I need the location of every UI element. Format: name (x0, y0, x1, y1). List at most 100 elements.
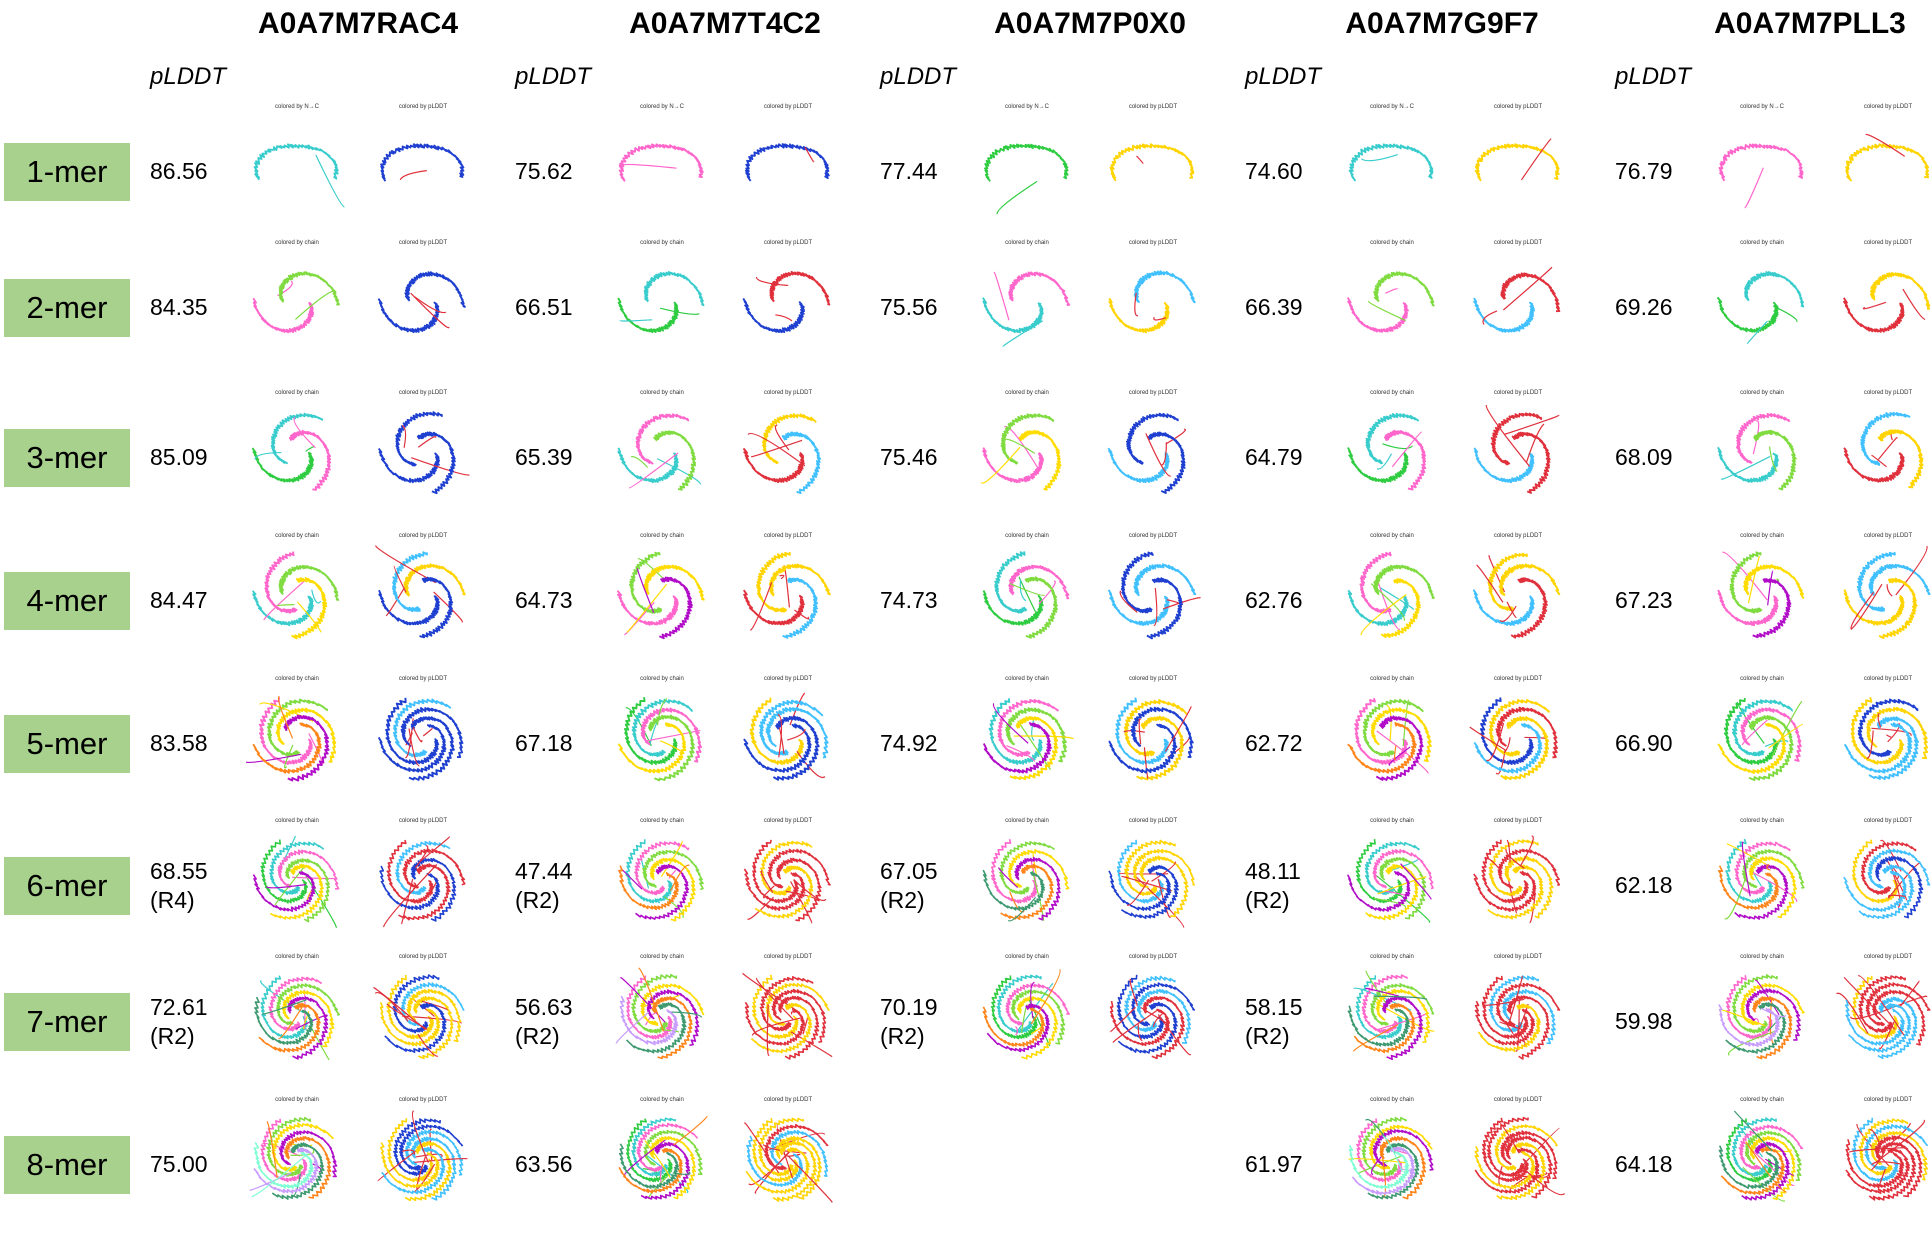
chain-trace (1718, 1145, 1779, 1189)
loop-trace (1499, 605, 1517, 622)
panel-caption: colored by chain (275, 954, 319, 960)
chain-trace (1347, 589, 1409, 627)
plddt-trace (379, 1001, 441, 1047)
loop-trace (417, 435, 437, 448)
loop-trace (619, 319, 653, 322)
chain-trace (1753, 429, 1797, 491)
protein-structure (377, 697, 464, 781)
loop-trace (1768, 446, 1778, 472)
chain-trace (260, 839, 309, 904)
loop-trace (1030, 969, 1061, 1025)
panel-caption: colored by N→C (1739, 104, 1784, 110)
protein-structure (254, 975, 340, 1061)
loop-trace (277, 695, 294, 739)
loop-trace (673, 1115, 708, 1146)
plddt-trace (1494, 1124, 1558, 1171)
protein-structure (1843, 545, 1931, 640)
loop-trace (749, 582, 773, 631)
chain-trace (1744, 271, 1805, 308)
loop-trace (374, 545, 437, 584)
structure-panel-chain: colored by chain (1707, 676, 1815, 816)
structure-panel-chain: colored by N→C (972, 104, 1080, 244)
plddt-trace (1502, 988, 1556, 1045)
structure-panel-chain: colored by chain (242, 240, 350, 380)
chain-trace (1361, 1116, 1407, 1177)
protein-structure (1843, 272, 1931, 333)
structure-panel-plddt: colored by pLDDT (1463, 818, 1571, 958)
plddt-trace (742, 297, 806, 334)
protein-structure (1716, 271, 1805, 345)
panel-caption: colored by chain (1370, 818, 1414, 824)
chain-trace (1717, 589, 1779, 627)
plddt-trace (1869, 272, 1931, 310)
column-title: A0A7M7RAC4 (257, 7, 459, 40)
plddt-trace (404, 271, 466, 308)
plddt-header: pLDDT (1245, 63, 1322, 90)
loop-trace (644, 1140, 671, 1178)
plddt-trace (1865, 982, 1931, 1027)
loop-trace (1365, 970, 1389, 1007)
structure-panel-plddt: colored by pLDDT (368, 104, 476, 244)
plddt-trace (1115, 697, 1169, 765)
panel-caption: colored by pLDDT (1128, 390, 1178, 396)
chain-trace (1361, 974, 1408, 1034)
protein-structure (617, 413, 701, 491)
loop-trace (1741, 841, 1751, 897)
panel-caption: colored by chain (1005, 954, 1049, 960)
loop-trace (660, 840, 683, 878)
plddt-trace (782, 577, 819, 639)
loop-trace (1129, 978, 1138, 1007)
chain-trace (266, 698, 329, 758)
chain-trace (258, 1002, 321, 1053)
loop-trace (1165, 428, 1186, 445)
loop-trace (274, 865, 306, 906)
plddt-score: 59.98 (1615, 1008, 1673, 1034)
plddt-score: 64.73 (515, 587, 573, 613)
structure-panel-chain: colored by chain (1707, 390, 1815, 530)
protein-structure (252, 271, 340, 334)
loop-trace (1370, 583, 1405, 621)
protein-structure (618, 143, 704, 182)
plddt-trace (1116, 839, 1164, 904)
chain-trace (1375, 715, 1424, 781)
panel-caption: colored by pLDDT (398, 104, 448, 110)
loop-trace (1006, 745, 1036, 762)
panel-caption: colored by chain (640, 818, 684, 824)
plddt-score: 67.18 (515, 730, 573, 756)
structure-panel-chain: colored by chain (607, 818, 715, 958)
loop-trace (667, 1011, 703, 1018)
protein-structure (1346, 839, 1434, 923)
protein-structure (1843, 411, 1924, 489)
loop-trace (1013, 735, 1074, 740)
panel-caption: colored by chain (1005, 240, 1049, 246)
plddt-trace (1845, 143, 1930, 182)
loop-trace (615, 1011, 650, 1044)
loop-trace (1529, 893, 1536, 923)
chain-trace (1384, 429, 1427, 491)
panel-caption: colored by chain (640, 954, 684, 960)
loop-trace (419, 836, 450, 862)
plddt-value: 75.56 (880, 293, 938, 322)
structure-panel-plddt: colored by pLDDT (1833, 533, 1931, 673)
chain-trace (982, 722, 1052, 774)
chain-trace (990, 839, 1038, 904)
plddt-value: 63.56 (515, 1150, 573, 1179)
protein-structure (245, 695, 337, 782)
plddt-value: 62.72 (1245, 729, 1303, 758)
loop-trace (625, 707, 652, 747)
plddt-score: 62.72 (1245, 730, 1303, 756)
loop-trace (417, 1033, 438, 1057)
plddt-trace (754, 865, 814, 919)
loop-trace (638, 967, 665, 1032)
chain-trace (628, 551, 663, 614)
plddt-value: 77.44 (880, 157, 938, 186)
plddt-trace (1133, 270, 1196, 304)
chain-trace (1738, 1124, 1804, 1170)
protein-structure (1717, 412, 1797, 491)
loop-trace (265, 884, 306, 889)
structure-panel-chain: colored by chain (972, 818, 1080, 958)
chain-trace (1741, 1141, 1790, 1201)
structure-panel-plddt: colored by pLDDT (733, 104, 841, 244)
loop-trace (1843, 976, 1896, 1030)
protein-structure (1474, 975, 1561, 1060)
